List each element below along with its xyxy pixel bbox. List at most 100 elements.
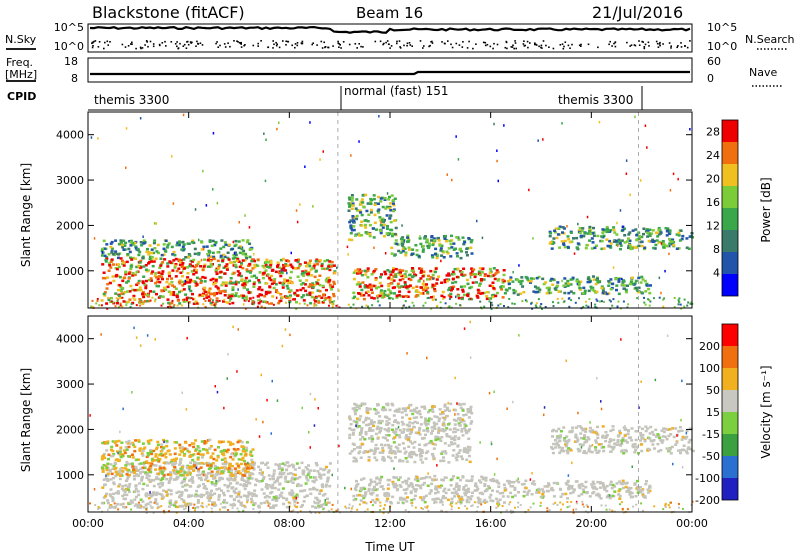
range-gate-cell [347, 196, 351, 199]
range-gate-cell [400, 237, 403, 241]
range-gate-cell [126, 470, 130, 473]
range-gate-cell [240, 458, 244, 461]
range-gate-cell [125, 166, 127, 169]
range-gate-cell [162, 243, 166, 246]
range-gate-cell [247, 491, 251, 494]
nsearch-point [608, 43, 610, 46]
nsearch-point [130, 43, 132, 45]
range-gate-cell [255, 479, 259, 483]
range-gate-cell [634, 246, 638, 249]
range-gate-cell [107, 457, 110, 461]
range-gate-cell [532, 277, 536, 280]
range-gate-cell [282, 266, 286, 269]
range-gate-cell [296, 483, 300, 486]
nsearch-point [462, 41, 464, 43]
range-gate-cell [599, 300, 601, 303]
range-gate-cell [271, 474, 275, 478]
range-gate-cell [671, 238, 675, 241]
range-gate-cell [239, 483, 243, 486]
range-gate-cell [420, 269, 423, 273]
range-gate-cell [223, 294, 227, 297]
range-gate-cell [204, 478, 207, 481]
range-gate-cell [617, 292, 621, 296]
range-gate-cell [182, 258, 186, 261]
range-gate-cell [376, 425, 380, 429]
range-gate-cell [325, 465, 328, 469]
range-gate-cell [381, 455, 385, 459]
range-gate-cell [114, 292, 118, 295]
range-gate-cell [250, 466, 254, 469]
range-gate-cell [185, 473, 189, 477]
range-gate-cell [146, 293, 150, 297]
range-gate-cell [580, 229, 584, 233]
range-gate-cell [416, 478, 420, 481]
range-gate-cell [422, 288, 425, 292]
range-gate-cell [649, 300, 652, 303]
range-gate-cell [442, 456, 445, 459]
nsearch-point [327, 46, 330, 49]
range-gate-cell [181, 504, 185, 508]
range-gate-cell [124, 497, 127, 501]
range-gate-cell [214, 280, 218, 283]
range-gate-cell [197, 477, 201, 480]
range-gate-cell [154, 272, 158, 275]
range-gate-cell [444, 234, 447, 238]
range-gate-cell [201, 453, 205, 456]
range-gate-cell [160, 253, 164, 257]
range-gate-cell [380, 221, 382, 224]
nsearch-point [147, 45, 149, 48]
range-gate-cell [314, 295, 318, 299]
range-gate-cell [668, 237, 671, 241]
range-gate-cell [402, 447, 406, 450]
range-gate-cell [585, 304, 588, 307]
range-gate-cell [621, 438, 625, 442]
range-gate-cell [406, 406, 410, 410]
range-gate-cell [391, 423, 395, 427]
range-gate-cell [649, 425, 653, 429]
range-gate-cell [658, 240, 662, 244]
range-gate-cell [226, 256, 230, 260]
range-gate-cell [437, 428, 441, 431]
range-gate-cell [246, 239, 250, 242]
range-gate-cell [299, 203, 301, 206]
range-gate-cell [549, 291, 553, 295]
range-gate-cell [367, 456, 371, 459]
range-gate-cell [389, 209, 393, 212]
range-gate-cell [215, 471, 219, 474]
range-gate-cell [237, 470, 241, 473]
nsearch-point [523, 45, 526, 47]
range-gate-cell [628, 231, 632, 234]
range-gate-cell [389, 456, 393, 460]
range-gate-cell [244, 464, 248, 467]
range-gate-cell [319, 489, 323, 492]
range-gate-cell [169, 291, 173, 294]
range-gate-cell [140, 244, 144, 247]
range-gate-cell [215, 272, 219, 276]
range-gate-cell [196, 456, 200, 459]
range-gate-cell [409, 490, 413, 493]
range-gate-cell [348, 427, 352, 430]
range-gate-cell [656, 442, 660, 446]
range-gate-cell [274, 283, 278, 286]
range-gate-cell [412, 274, 416, 278]
range-gate-cell [95, 302, 98, 305]
range-gate-cell [154, 455, 158, 458]
range-gate-cell [115, 297, 118, 300]
range-gate-cell [187, 467, 191, 471]
range-gate-cell [561, 231, 564, 234]
range-gate-cell [243, 279, 247, 282]
range-gate-cell [157, 275, 161, 278]
range-gate-cell [541, 277, 545, 281]
range-gate-cell [105, 466, 109, 470]
range-gate-cell [137, 469, 140, 472]
range-gate-cell [131, 256, 135, 260]
range-gate-cell [129, 239, 133, 243]
range-gate-cell [609, 242, 613, 245]
range-gate-cell [675, 233, 679, 236]
range-gate-cell [537, 275, 541, 279]
range-gate-cell [470, 475, 474, 478]
range-gate-cell [117, 471, 121, 474]
range-gate-cell [285, 505, 289, 509]
range-gate-cell [372, 197, 376, 201]
